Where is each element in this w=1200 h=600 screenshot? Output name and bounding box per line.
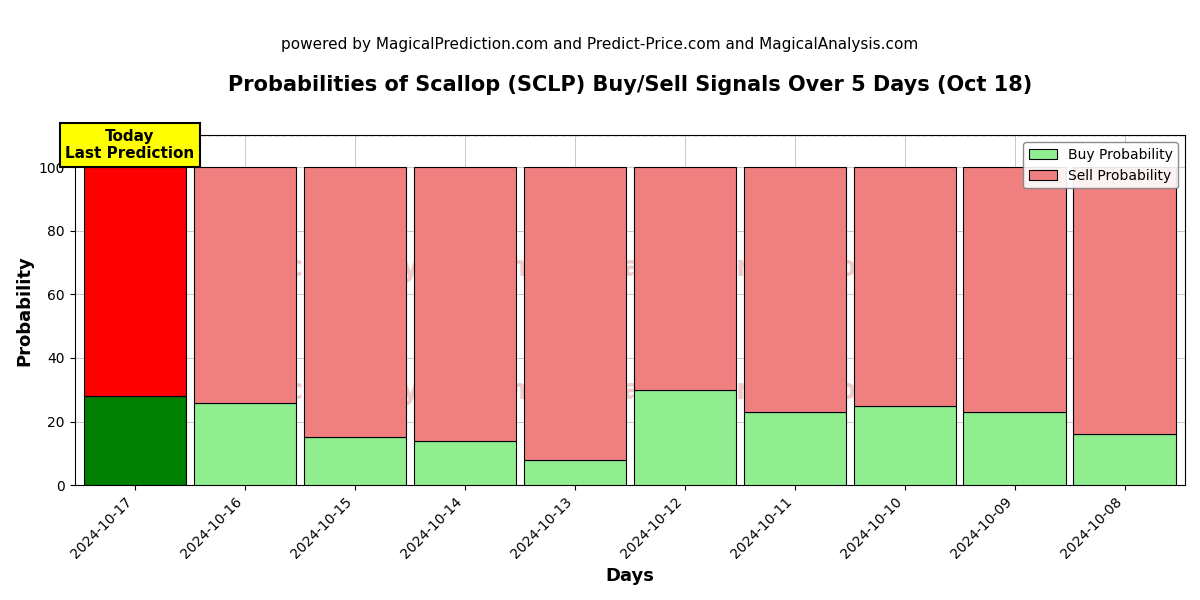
Bar bbox=[414, 167, 516, 440]
Bar bbox=[853, 406, 955, 485]
Bar bbox=[84, 167, 186, 396]
Bar bbox=[964, 412, 1066, 485]
Bar bbox=[523, 460, 626, 485]
Text: Today
Last Prediction: Today Last Prediction bbox=[65, 129, 194, 161]
Bar bbox=[964, 167, 1066, 412]
Bar bbox=[1074, 434, 1176, 485]
Bar bbox=[84, 396, 186, 485]
Bar bbox=[853, 167, 955, 406]
Bar bbox=[744, 412, 846, 485]
X-axis label: Days: Days bbox=[605, 567, 654, 585]
Text: powered by MagicalPrediction.com and Predict-Price.com and MagicalAnalysis.com: powered by MagicalPrediction.com and Pre… bbox=[281, 37, 919, 52]
Legend: Buy Probability, Sell Probability: Buy Probability, Sell Probability bbox=[1024, 142, 1178, 188]
Text: MagicalAnalysis.com: MagicalAnalysis.com bbox=[211, 254, 538, 283]
Bar bbox=[304, 437, 406, 485]
Title: Probabilities of Scallop (SCLP) Buy/Sell Signals Over 5 Days (Oct 18): Probabilities of Scallop (SCLP) Buy/Sell… bbox=[228, 75, 1032, 95]
Bar bbox=[304, 167, 406, 437]
Text: MagicalPrediction.com: MagicalPrediction.com bbox=[596, 254, 953, 283]
Bar bbox=[194, 167, 296, 403]
Bar bbox=[194, 403, 296, 485]
Bar bbox=[634, 390, 736, 485]
Bar bbox=[414, 440, 516, 485]
Bar bbox=[523, 167, 626, 460]
Text: MagicalPrediction.com: MagicalPrediction.com bbox=[596, 377, 953, 405]
Bar bbox=[634, 167, 736, 390]
Bar bbox=[744, 167, 846, 412]
Y-axis label: Probability: Probability bbox=[16, 255, 34, 365]
Text: MagicalAnalysis.com: MagicalAnalysis.com bbox=[211, 377, 538, 405]
Bar bbox=[1074, 167, 1176, 434]
